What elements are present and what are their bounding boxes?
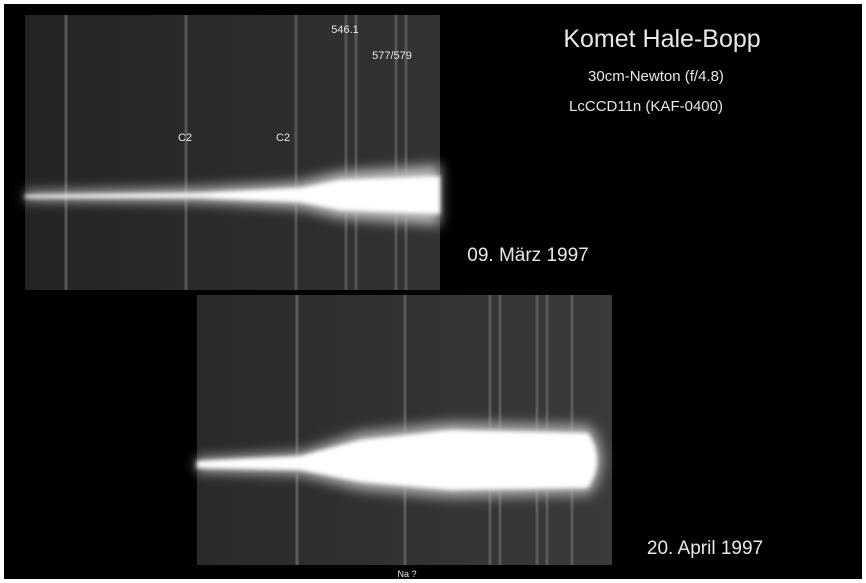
date-label: 20. April 1997 [647,538,763,559]
emission-lines [64,15,408,290]
line-label: 577/579 [372,50,412,62]
line-label: Na ? [397,569,416,579]
camera: LcCCD11n (KAF-0400) [569,98,723,115]
title: Komet Hale-Bopp [563,25,760,53]
spectrum-april: Na ? 20. April 1997 [197,295,763,579]
line-label: C2 [178,132,192,144]
telescope: 30cm-Newton (f/4.8) [588,68,724,85]
spectrum-panel [25,15,440,290]
continuum [197,430,597,490]
line-label: 546.1 [331,24,359,36]
line-label: C2 [276,132,290,144]
date-label: 09. März 1997 [467,245,588,266]
continuum [25,176,440,214]
spectrum-march: 546.1 577/579 C2 C2 09. März 1997 [25,15,589,290]
